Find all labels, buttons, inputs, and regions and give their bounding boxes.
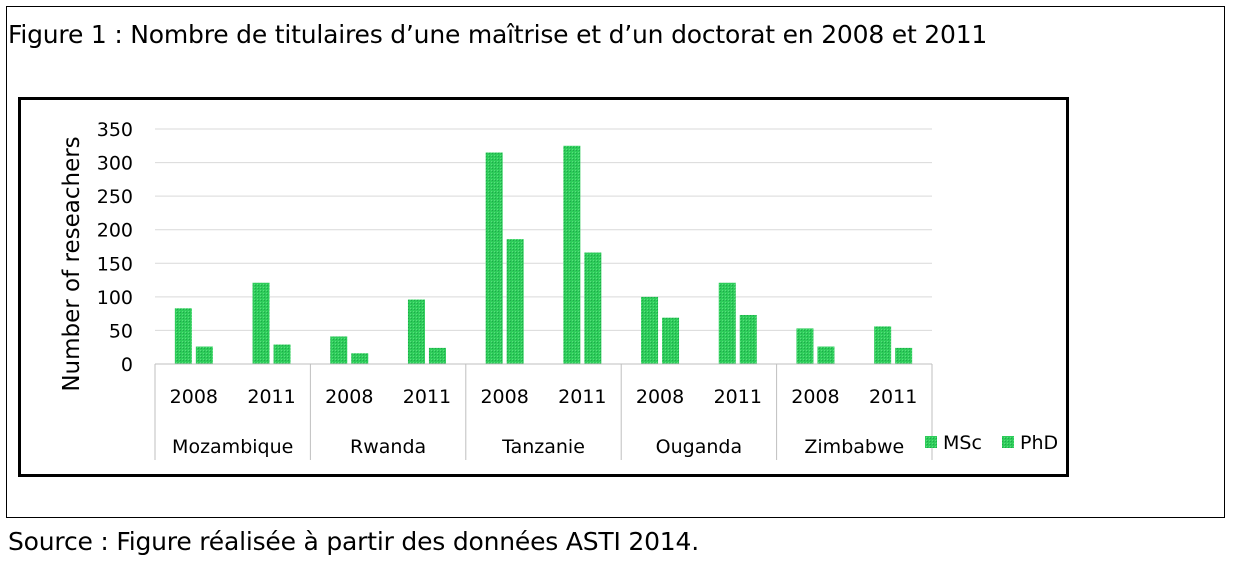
x-group-label: Tanzanie	[501, 436, 585, 458]
y-axis-label: Number of reseachers	[59, 136, 85, 391]
bar-msc-3	[407, 299, 425, 364]
x-tick-label-year: 2008	[325, 386, 373, 408]
legend-swatch-msc	[925, 436, 937, 448]
bar-phd-8	[817, 346, 835, 364]
bar-msc-8	[796, 328, 814, 364]
legend-swatch-phd	[1002, 436, 1014, 448]
bar-phd-7	[739, 314, 757, 364]
axis-labels: 0 50 100 150 200 250 300 350 2008 2011 2008 2011 200…	[97, 119, 918, 458]
legend-label-msc: MSc	[943, 432, 982, 454]
x-tick-label-year: 2008	[791, 386, 839, 408]
bar-phd-9	[895, 347, 913, 364]
y-tick-label: 150	[97, 253, 133, 275]
figure-caption: Figure 1 : Nombre de titulaires d’une ma…	[8, 20, 988, 49]
axes	[154, 363, 933, 460]
bar-phd-1	[273, 344, 291, 364]
bar-msc-9	[874, 326, 892, 364]
bar-phd-4	[506, 239, 524, 364]
x-group-label: Mozambique	[172, 436, 293, 458]
x-tick-label-year: 2011	[869, 386, 917, 408]
x-tick-label-year: 2008	[170, 386, 218, 408]
bar-msc-6	[641, 296, 659, 364]
bar-phd-2	[351, 353, 369, 364]
bar-msc-0	[174, 308, 192, 364]
legend-label-phd: PhD	[1020, 432, 1058, 454]
bars	[174, 145, 913, 364]
chart-box	[18, 97, 1069, 477]
bar-msc-7	[718, 282, 736, 364]
bar-msc-1	[252, 282, 270, 364]
x-group-label: Rwanda	[350, 436, 426, 458]
bar-msc-4	[485, 152, 503, 364]
y-tick-label: 350	[97, 119, 133, 141]
y-tick-label: 250	[97, 186, 133, 208]
bar-phd-0	[195, 346, 213, 364]
x-tick-label-year: 2008	[480, 386, 528, 408]
bar-phd-6	[662, 317, 680, 364]
y-tick-label: 50	[109, 320, 133, 342]
figure-source: Source : Figure réalisée à partir des do…	[8, 527, 699, 556]
figure-frame	[6, 6, 1225, 518]
x-tick-label-year: 2011	[558, 386, 606, 408]
y-gridlines	[155, 128, 932, 331]
x-group-label: Zimbabwe	[804, 436, 904, 458]
y-tick-label: 200	[97, 220, 133, 242]
y-tick-label: 300	[97, 153, 133, 175]
x-tick-label-year: 2008	[636, 386, 684, 408]
x-group-label: Ouganda	[656, 436, 742, 458]
x-tick-label-year: 2011	[403, 386, 451, 408]
bar-phd-3	[428, 347, 446, 364]
x-tick-label-year: 2011	[714, 386, 762, 408]
legend: MSc PhD	[925, 432, 1058, 454]
bar-phd-5	[584, 252, 602, 364]
y-tick-label: 0	[121, 354, 133, 376]
bar-msc-5	[563, 145, 581, 364]
y-tick-label: 100	[97, 287, 133, 309]
x-tick-label-year: 2011	[247, 386, 295, 408]
bar-msc-2	[330, 336, 348, 364]
